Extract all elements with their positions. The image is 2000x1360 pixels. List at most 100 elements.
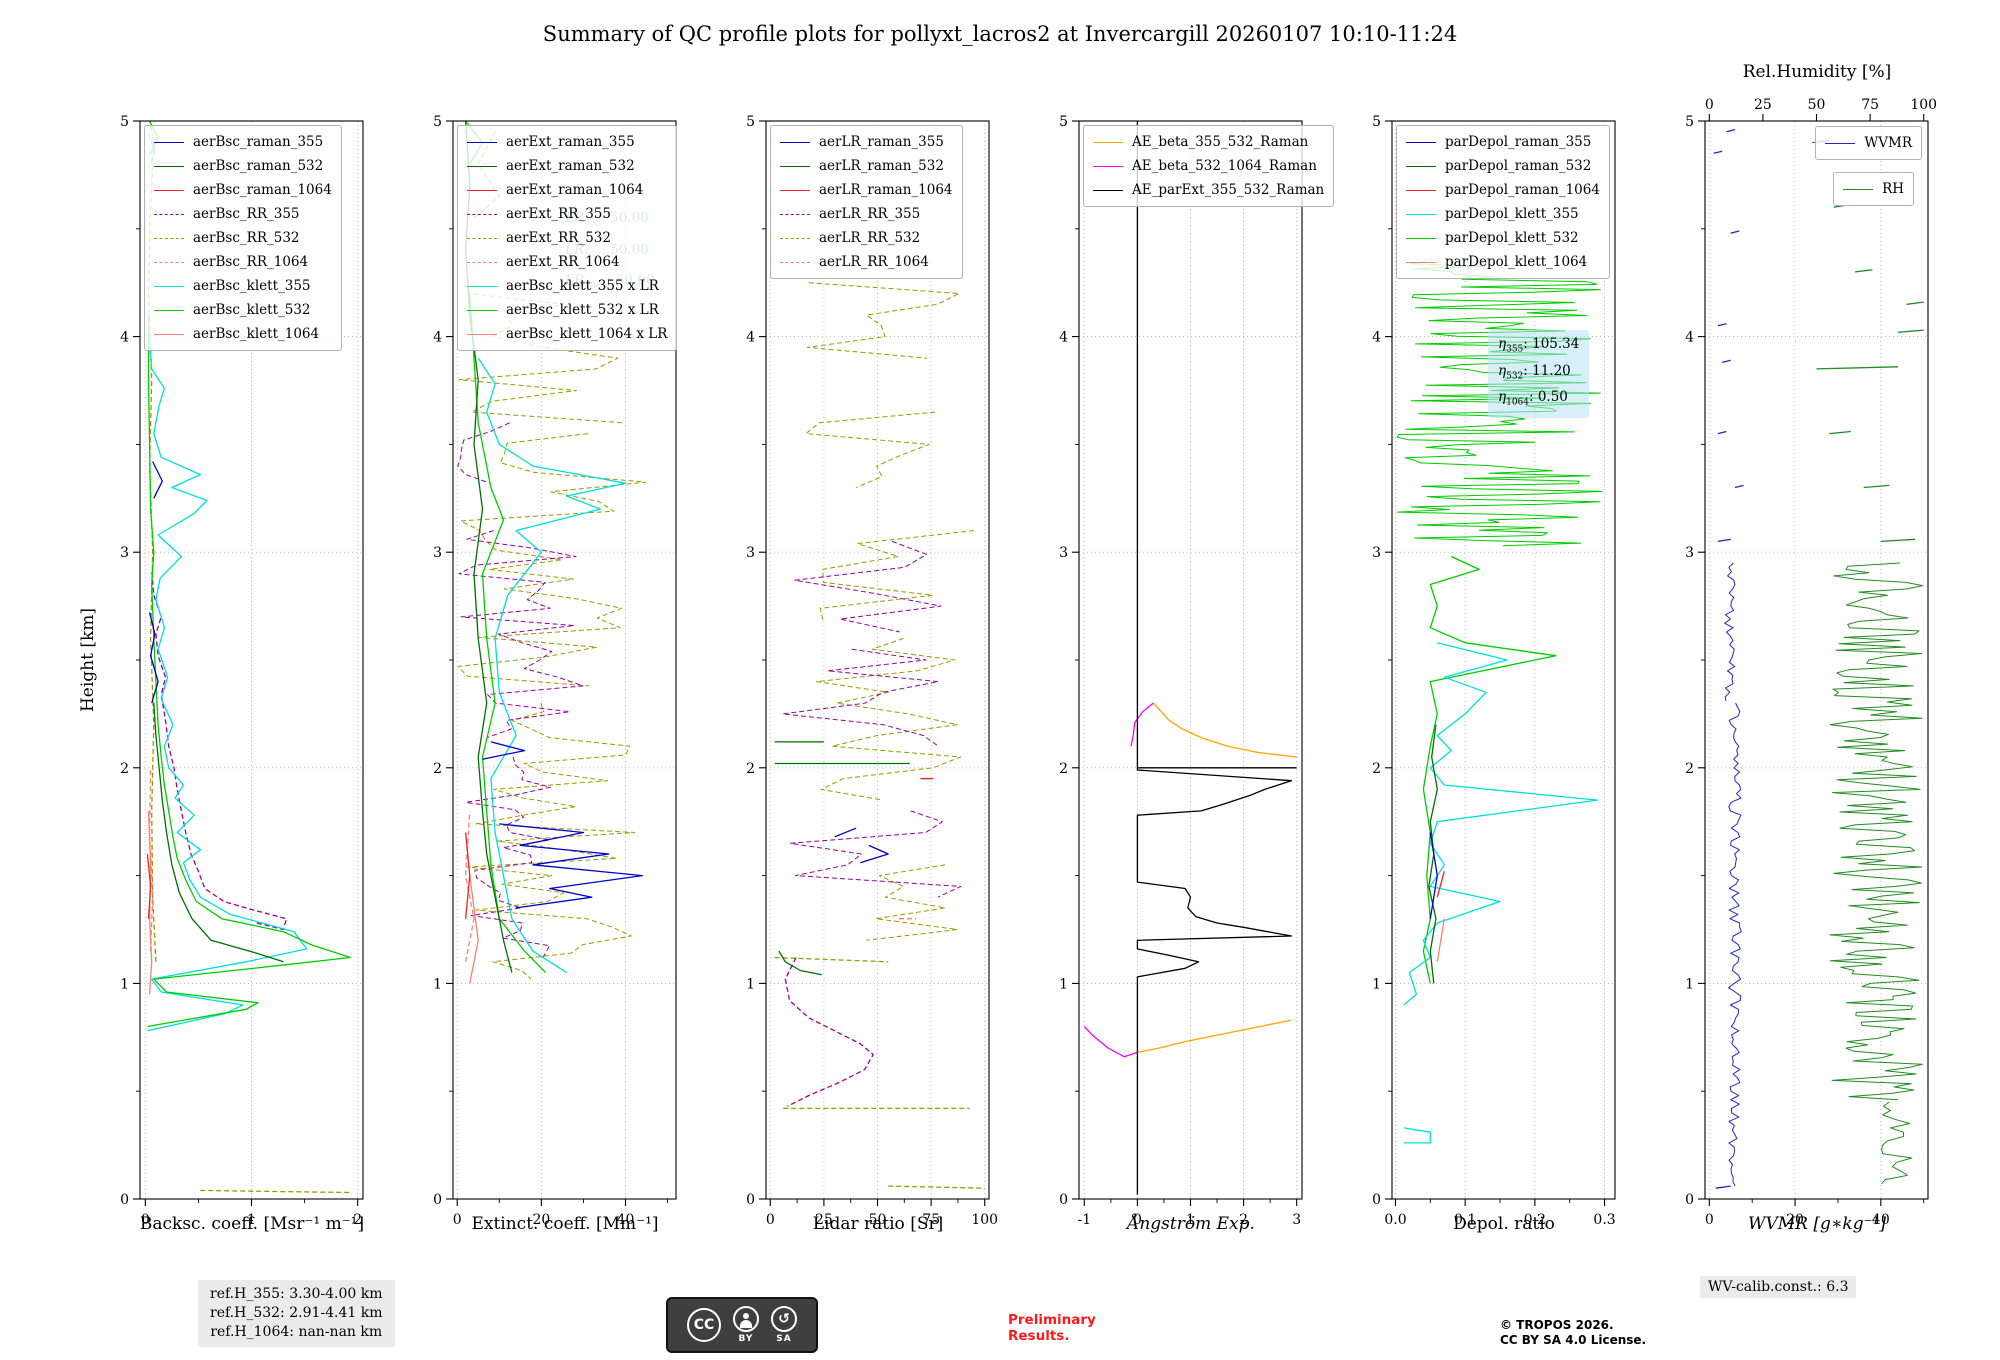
cc-person-icon	[733, 1306, 759, 1332]
legend-entry: aerExt_raman_355	[467, 130, 667, 154]
y-tick-label: 0	[1685, 1192, 1694, 1208]
legend-label: aerBsc_klett_1064 x LR	[506, 326, 668, 342]
legend-entry: aerLR_raman_355	[780, 130, 953, 154]
legend-entry: aerBsc_klett_1064 x LR	[467, 322, 667, 346]
legend-label: aerExt_RR_532	[506, 230, 611, 246]
series-aerExt_raman_355	[482, 741, 526, 760]
legend-entry: RH	[1843, 177, 1904, 201]
series-aerLR_RR_532	[774, 956, 889, 963]
series-WVMR	[1722, 359, 1731, 364]
y-tick-label: 1	[1685, 976, 1694, 992]
legend-label: aerExt_RR_1064	[506, 254, 620, 270]
series-RH	[1829, 430, 1851, 435]
series-RH	[1863, 484, 1890, 489]
legend-label: AE_parExt_355_532_Raman	[1132, 182, 1325, 198]
legend-line-sample	[1406, 261, 1436, 263]
series-aerBsc_raman_355	[148, 612, 159, 704]
series-aerBsc_klett_355	[147, 336, 308, 1032]
series-AE_beta_355_532_Raman	[1137, 1019, 1292, 1054]
legend-label: aerBsc_klett_355	[193, 278, 311, 294]
legend-entry: aerBsc_raman_355	[154, 130, 332, 154]
y-tick-label: 0	[1372, 1192, 1381, 1208]
cc-sa-column: ↺ SA	[771, 1306, 797, 1344]
legend-label: parDepol_klett_1064	[1445, 254, 1588, 270]
wvmr-axis-label: WVMR [g∗kg⁻¹]	[1747, 1214, 1887, 1234]
y-tick-label: 4	[433, 330, 442, 346]
x-tick-label: 0	[1133, 1212, 1142, 1228]
legend-entry: aerExt_RR_532	[467, 226, 667, 250]
series-WVMR	[1726, 128, 1736, 133]
legend-line-sample	[467, 309, 497, 311]
legend-label: aerBsc_klett_532 x LR	[506, 302, 659, 318]
depol-calibration-annotation-line: η1064: 0.50	[1498, 389, 1568, 409]
x-tick-label: 20	[1786, 1212, 1804, 1228]
legend-entry: aerBsc_raman_532	[154, 154, 332, 178]
series-aerBsc_raman_1064	[146, 853, 152, 919]
series-RH	[1880, 538, 1916, 543]
series-parDepol_klett_355	[1403, 642, 1599, 1006]
rel-humidity-axis-label: Rel.Humidity [%]	[1742, 62, 1892, 82]
series-aerBsc_klett_1064_x_LR	[469, 875, 479, 984]
y-tick-label: 0	[120, 1192, 129, 1208]
legend-label: aerExt_raman_355	[506, 134, 635, 150]
x-tick-label: 25	[815, 1212, 833, 1228]
x-tick-label: 2	[1239, 1212, 1248, 1228]
x-tick-label: 0.2	[1524, 1212, 1546, 1228]
legend-entry: parDepol_raman_532	[1406, 154, 1600, 178]
legend-entry: parDepol_raman_355	[1406, 130, 1600, 154]
x-tick-label: 2	[353, 1212, 362, 1228]
y-tick-label: 0	[1059, 1192, 1068, 1208]
copyright-line-2: CC BY SA 4.0 License.	[1500, 1333, 1647, 1347]
legend-line-sample	[780, 261, 810, 263]
y-tick-label: 0	[746, 1192, 755, 1208]
y-tick-label: 5	[1372, 114, 1381, 130]
height-axis-label: Height [km]	[78, 607, 98, 713]
legend-label: aerBsc_raman_355	[193, 134, 324, 150]
legend-panel-0: aerBsc_raman_355 aerBsc_raman_532 aerBsc_r…	[144, 125, 342, 351]
legend-panel-5-RH: RH	[1833, 172, 1914, 206]
y-tick-label: 3	[1685, 545, 1694, 561]
series-parDepol_klett_1064	[1436, 918, 1445, 962]
legend-entry: aerLR_RR_532	[780, 226, 953, 250]
legend-line-sample	[467, 285, 497, 287]
legend-line-sample	[154, 213, 184, 215]
legend-line-sample	[1406, 189, 1436, 191]
legend-entry: aerBsc_klett_355	[154, 274, 332, 298]
legend-entry: AE_beta_355_532_Raman	[1093, 130, 1324, 154]
y-tick-label: 5	[1685, 114, 1694, 130]
legend-label: aerBsc_raman_532	[193, 158, 324, 174]
legend-line-sample	[467, 141, 497, 143]
y-tick-label: 1	[120, 976, 129, 992]
legend-label: aerBsc_RR_1064	[193, 254, 309, 270]
x-tick-label: 0.1	[1454, 1212, 1476, 1228]
legend-panel-3: AE_beta_355_532_Raman AE_beta_532_1064_Ra…	[1083, 125, 1335, 207]
x-tick-label: 0	[453, 1212, 462, 1228]
depol-calibration-annotation: η355: 105.34 η532: 11.20 η1064: 0.50	[1488, 330, 1590, 419]
legend-label: RH	[1882, 181, 1904, 197]
figure-title: Summary of QC profile plots for pollyxt_…	[542, 22, 1458, 46]
ref-h-1064: ref.H_1064: nan-nan km	[210, 1324, 383, 1340]
legend-label: aerLR_raman_532	[819, 158, 944, 174]
legend-label: aerLR_RR_1064	[819, 254, 929, 270]
series-AE_beta_532_1064_Raman	[1130, 702, 1154, 747]
y-tick-label: 2	[120, 761, 129, 777]
series-WVMR	[1734, 484, 1744, 489]
x-tick-label: 0	[141, 1212, 150, 1228]
series-aerLR_RR_532	[805, 411, 936, 488]
top-tick-label: 0	[1705, 97, 1714, 113]
y-tick-label: 3	[433, 545, 442, 561]
series-aerExt_RR_355	[465, 756, 551, 962]
cc-by-sa-badge: CC BY ↺ SA	[666, 1297, 818, 1353]
legend-line-sample	[1843, 188, 1874, 190]
y-tick-label: 4	[1685, 330, 1694, 346]
series-aerBsc_RR_355	[151, 569, 288, 931]
series-AE_beta_532_1064_Raman	[1083, 1026, 1138, 1058]
series-aerLR_RR_355	[784, 957, 874, 1107]
legend-entry: aerBsc_klett_532 x LR	[467, 298, 667, 322]
legend-panel-2: aerLR_raman_355 aerLR_raman_532 aerLR_rama…	[770, 125, 963, 279]
legend-entry: AE_parExt_355_532_Raman	[1093, 178, 1324, 202]
y-tick-label: 3	[746, 545, 755, 561]
x-tick-label: 1	[1186, 1212, 1195, 1228]
x-tick-label: -1	[1077, 1212, 1091, 1228]
legend-line-sample	[154, 309, 184, 311]
